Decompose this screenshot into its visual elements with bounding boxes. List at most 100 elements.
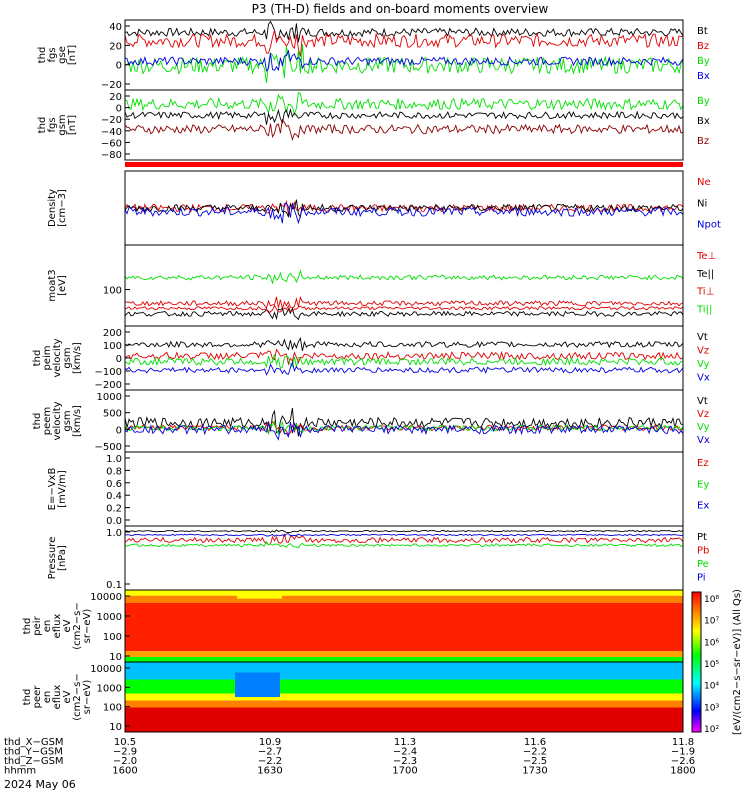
colorbar-tick-label: 10⁴ — [704, 682, 719, 692]
y-tick-label: −80 — [101, 150, 122, 161]
series-line-vz — [124, 348, 684, 366]
panel-frame — [124, 19, 684, 91]
y-axis-label: en — [42, 691, 53, 704]
x-tick-label: 1630 — [257, 766, 282, 777]
x-tick-label: −2.6 — [671, 756, 695, 767]
y-tick-label: 20 — [109, 92, 122, 103]
y-tick-label: 1000 — [97, 392, 122, 403]
y-axis-label: thd — [32, 350, 43, 367]
y-axis-label: sr−eV) — [82, 609, 93, 644]
x-tick-label: −2.5 — [523, 756, 547, 767]
y-axis-label: [eV] — [57, 275, 68, 296]
y-tick-label: −20 — [101, 80, 122, 91]
figure-title: P3 (TH-D) fields and on-board moments ov… — [252, 2, 549, 16]
series-line-vz — [124, 420, 684, 436]
y-tick-label: −200 — [95, 380, 122, 391]
y-tick-label: 0.4 — [106, 491, 122, 502]
legend-entry: Ne — [697, 177, 711, 188]
x-row-label: thd_X−GSM — [4, 737, 64, 748]
panel-6: Vt Vz Vy Vx 1000 500 0 −500 thd peem velocity gsm [k… — [32, 389, 710, 453]
y-axis-label: gsm — [57, 114, 68, 135]
series-line-ne — [124, 199, 684, 215]
legend-entry: By — [697, 56, 710, 67]
series-line-bz — [124, 118, 684, 142]
legend-entry: Pe — [697, 559, 709, 570]
y-tick-label: 100 — [103, 341, 122, 352]
y-axis-label: (cm2−s− — [72, 673, 83, 720]
x-tick-label: 10.5 — [114, 737, 136, 748]
y-tick-label: 0 — [116, 104, 122, 115]
y-tick-label: 1000 — [97, 612, 122, 623]
y-axis-label: [km/s] — [72, 405, 83, 437]
legend-entry: Vx — [697, 435, 710, 446]
y-tick-label: 0 — [116, 61, 122, 72]
y-axis-label: fgs — [47, 47, 58, 62]
series-line-vx — [124, 360, 684, 376]
series-line-by — [124, 92, 684, 116]
y-tick-label: 0.1 — [106, 580, 122, 591]
legend-entry: Bx — [697, 116, 710, 127]
colorbar-tick-label: 10⁵ — [704, 660, 719, 670]
spectrogram-band — [125, 595, 683, 603]
y-axis-label: fgs — [47, 117, 58, 132]
y-tick-label: 100 — [103, 632, 122, 643]
panel-1: Bt Bz By Bx 40 20 0 −20 thd fgs gse [nT] — [37, 19, 710, 91]
colorbar-tick-label: 10² — [704, 725, 719, 735]
legend-entry: Bz — [697, 41, 709, 52]
y-tick-label: 100 — [103, 286, 122, 297]
y-axis-label: thd — [22, 689, 33, 706]
panel-4: Te⊥ Te|| Ti⊥ Ti|| 100 moat3 [eV] — [47, 244, 716, 327]
y-axis-label: peem — [42, 407, 53, 435]
y-tick-label: 200 — [103, 328, 122, 339]
y-tick-label: 20 — [109, 41, 122, 52]
panel-10: 10000 1000 100 10 thd peer en eflux eV (cm2−s− sr−… — [22, 661, 684, 733]
y-axis-label: gse — [57, 46, 68, 64]
x-row-label: hhmm — [4, 766, 36, 777]
panel-9: 10000 1000 100 10 thd peir en eflux eV (cm2−s− sr−… — [22, 589, 684, 663]
flag-bar — [125, 162, 683, 167]
y-axis-label: thd — [22, 618, 33, 635]
y-tick-label: 100 — [103, 703, 122, 714]
x-tick-label: 11.8 — [672, 737, 694, 748]
colorbar-label: [eV/(cm2−s−sr−eV)] (All Qs) — [732, 589, 743, 735]
colorbar-tick-label: 10⁸ — [704, 595, 719, 605]
series-line-pb — [124, 533, 684, 546]
legend-entry: Bt — [697, 26, 708, 37]
y-axis-label: peer — [32, 685, 43, 709]
series-line-te|| — [124, 307, 684, 321]
colorbar-tick-label: 10⁷ — [704, 617, 719, 627]
series-line-npot — [124, 202, 684, 225]
legend-entry: Vt — [697, 396, 708, 407]
series-line-pi — [124, 533, 684, 537]
legend-entry: Ex — [697, 501, 709, 512]
series-line-bz — [124, 29, 684, 57]
y-axis-label: Density — [47, 189, 58, 227]
x-tick-label: −2.2 — [258, 756, 282, 767]
y-axis-label: peim — [42, 345, 53, 370]
series-line-bx — [124, 49, 684, 73]
spectrogram-band — [125, 707, 683, 732]
y-tick-label: 10 — [109, 652, 122, 663]
legend-entry: By — [697, 96, 710, 107]
spectrogram-band — [125, 602, 683, 652]
colorbar-tick-label: 10³ — [704, 703, 719, 713]
spectrogram-band — [125, 590, 683, 596]
panel-7: Ez Ey Ex 1.00.8 0.60.4 0.20.0 E=−VxB [mV/m] — [47, 451, 709, 527]
x-tick-label: 1730 — [522, 766, 547, 777]
legend-entry: Ni — [697, 198, 707, 209]
y-axis-label: thd — [37, 117, 48, 134]
y-tick-label: −40 — [101, 127, 122, 138]
legend-entry: Vt — [697, 332, 708, 343]
legend-entry: Ey — [697, 479, 709, 490]
legend-entry: Vx — [697, 373, 710, 384]
y-tick-label: 0.2 — [106, 504, 122, 515]
y-axis-label: eflux — [52, 685, 63, 710]
legend-entry: Vz — [697, 346, 709, 357]
y-axis-label: peir — [32, 615, 43, 635]
panel-frame — [124, 89, 684, 161]
y-axis-label: eV — [62, 690, 73, 703]
spectrogram-band — [125, 662, 683, 680]
y-axis-label: sr−eV) — [82, 680, 93, 715]
x-tick-label: −2.2 — [523, 747, 547, 758]
